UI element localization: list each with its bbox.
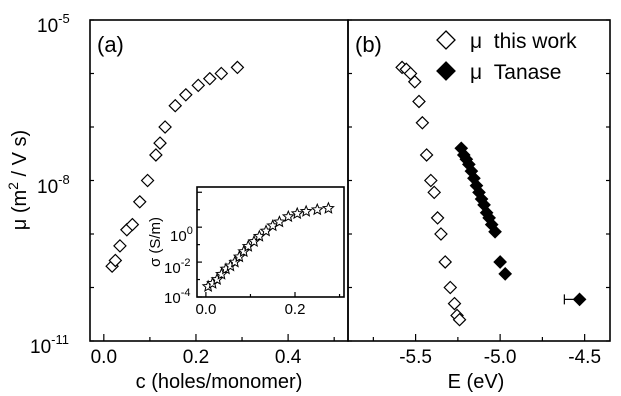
data-point-a <box>140 173 155 188</box>
data-point-a <box>191 78 206 93</box>
inset-data-point <box>290 206 304 220</box>
x-tick-label-b: -4.5 <box>568 347 601 368</box>
panel-label-b: (b) <box>355 32 382 57</box>
inset-data-point <box>321 201 335 214</box>
legend-marker-filled-diamond <box>436 61 456 81</box>
inset-data-point <box>237 244 251 258</box>
data-point-a <box>113 239 127 253</box>
data-point-tanase <box>572 292 587 307</box>
inset-y-axis-label: σ (S/m) <box>147 217 164 267</box>
y-tick-label-top: 10-5 <box>37 11 70 37</box>
x-axis-label-a: c (holes/monomer) <box>136 371 303 393</box>
inset-points <box>201 201 335 292</box>
panel-b-ticks <box>348 19 610 342</box>
legend-label-this-work: μ this work <box>470 30 577 53</box>
data-point-this-work <box>423 173 438 188</box>
panel-a-ticks <box>90 19 335 342</box>
x-tick-label-a: 0.2 <box>183 347 209 368</box>
inset-data-point <box>215 267 228 280</box>
data-point-this-work <box>447 296 462 311</box>
x-tick-label-b: -5.5 <box>399 347 432 368</box>
inset-data-point <box>228 255 242 268</box>
data-point-a <box>158 120 172 134</box>
inset-data-point <box>281 209 295 223</box>
data-point-a <box>149 148 163 162</box>
x-tick-label-b: -5.0 <box>484 347 517 368</box>
legend-marker-open-diamond <box>436 30 456 50</box>
inset: 100 10-2 10-4 0.0 0.2 σ (S/m) <box>147 186 345 318</box>
data-point-this-work <box>427 185 442 200</box>
data-point-a <box>125 217 140 232</box>
x-tick-label-a: 0.0 <box>91 347 117 368</box>
data-point-a <box>230 60 245 75</box>
y-axis-label: μ (m2 / V s) <box>5 130 31 230</box>
inset-x-tick-label: 0.2 <box>285 301 306 318</box>
data-point-this-work <box>407 74 422 89</box>
panel-b-points <box>395 60 587 327</box>
data-point-a <box>178 87 193 102</box>
inset-ticks <box>197 191 341 298</box>
data-point-this-work <box>452 312 467 327</box>
inset-y-tick-label-0: 100 <box>170 225 193 245</box>
data-point-this-work <box>412 94 426 109</box>
legend: μ this work μ Tanase <box>436 30 577 84</box>
y-tick-label-bottom: 10-11 <box>30 332 69 358</box>
inset-x-tick-label: 0.0 <box>195 301 216 318</box>
data-point-this-work <box>415 115 430 130</box>
data-point-a <box>168 98 183 113</box>
data-point-this-work <box>430 211 445 225</box>
panel-label-a: (a) <box>97 32 124 57</box>
inset-data-point <box>299 204 313 217</box>
data-point-this-work <box>434 227 448 241</box>
data-point-this-work <box>443 280 458 295</box>
legend-label-tanase: μ Tanase <box>470 61 562 84</box>
data-point-tanase <box>493 255 507 269</box>
data-point-a <box>132 194 147 209</box>
inset-data-point <box>210 272 224 286</box>
y-tick-label-middle: 10-8 <box>37 172 70 198</box>
inset-y-tick-label-2: 10-4 <box>164 287 190 307</box>
panel-a-points <box>105 60 245 274</box>
x-axis-label-b: E (eV) <box>448 371 505 393</box>
data-point-a <box>153 136 167 150</box>
x-tick-label-a: 0.4 <box>275 347 302 368</box>
data-point-a <box>202 71 217 86</box>
data-point-a <box>108 253 123 268</box>
data-point-tanase <box>498 266 513 281</box>
data-point-this-work <box>438 255 453 269</box>
data-point-this-work <box>419 148 434 162</box>
panel-a-frame <box>89 19 349 342</box>
data-point-a <box>214 66 229 81</box>
inset-data-point <box>232 250 246 263</box>
inset-y-tick-label-1: 10-2 <box>164 257 190 277</box>
inset-frame <box>196 186 345 298</box>
inset-data-point <box>272 215 286 228</box>
data-point-tanase <box>488 224 502 239</box>
inset-data-point <box>310 202 324 216</box>
